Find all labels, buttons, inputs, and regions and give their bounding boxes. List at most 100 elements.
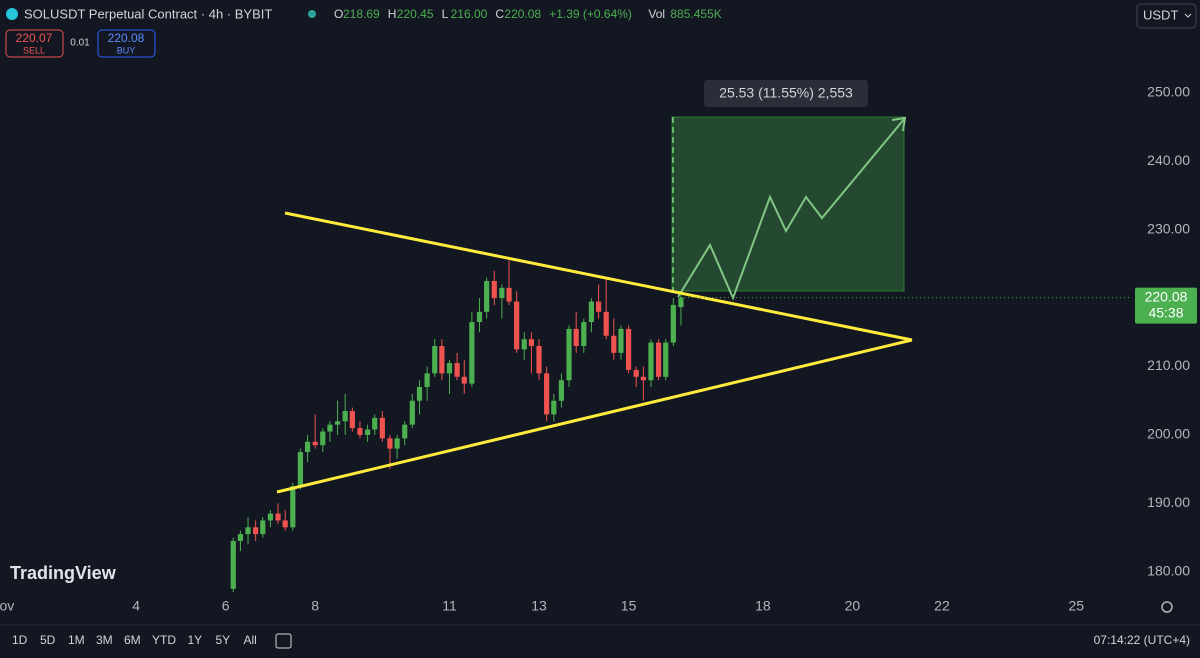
candle-body: [312, 441, 318, 446]
candle-body: [611, 335, 617, 353]
x-tick-label: 20: [845, 598, 861, 614]
chevron: [1184, 13, 1192, 18]
ohlc-key: O: [334, 7, 343, 21]
sell-label: SELL: [23, 45, 45, 55]
candle-body: [655, 342, 662, 377]
annotation-box: [704, 80, 868, 107]
ohlc-value: 216.00: [451, 7, 488, 21]
candle-body: [551, 400, 557, 415]
buy-price: 220.08: [108, 31, 145, 45]
candle-body: [267, 513, 274, 521]
candle-body: [566, 328, 572, 381]
candle-body: [536, 346, 542, 374]
candle-body: [394, 438, 400, 449]
candle-body: [484, 281, 490, 312]
candle-body: [245, 527, 251, 535]
range-button[interactable]: 5Y: [216, 633, 231, 647]
candle-body: [476, 311, 483, 323]
ohlc-key: L: [442, 7, 449, 21]
settings-icon[interactable]: [1161, 601, 1173, 613]
candle-body: [618, 328, 624, 353]
annotation: 25.53 (11.55%) 2,553: [719, 85, 853, 101]
axes: 180.00190.00200.00210.00220.00230.00240.…: [0, 84, 1197, 614]
candle-body: [491, 281, 497, 299]
x-tick-label: 11: [442, 598, 457, 614]
candle-body: [625, 328, 632, 370]
y-tick-label: 240.00: [1147, 152, 1190, 168]
candle-body: [290, 486, 296, 528]
volume: 885.455K: [670, 7, 721, 21]
candle-body: [633, 369, 639, 377]
buy-button[interactable]: [97, 29, 156, 58]
candle-body: [282, 520, 288, 528]
candle-body: [439, 346, 445, 374]
status-dot: [308, 10, 316, 18]
volume-key: Vol: [648, 7, 665, 21]
candles: [230, 260, 684, 593]
candle-body: [364, 429, 371, 435]
symbol-icon: [6, 8, 18, 20]
sell-button[interactable]: [5, 29, 64, 58]
x-tick-label: 13: [531, 598, 547, 614]
candle-body: [514, 301, 520, 350]
range-button[interactable]: All: [244, 633, 257, 647]
candle-body: [424, 373, 430, 388]
candle-body: [528, 339, 535, 347]
x-tick-label: 18: [755, 598, 771, 614]
candle-body: [469, 322, 475, 384]
candle-body: [581, 322, 587, 347]
candle-body: [521, 339, 527, 350]
x-tick-label: 15: [621, 598, 637, 614]
candle-body: [595, 301, 602, 312]
range-button[interactable]: 5D: [40, 633, 56, 647]
candle-body: [320, 431, 326, 446]
y-tick-label: 210.00: [1147, 357, 1190, 373]
range-button[interactable]: 3M: [96, 633, 113, 647]
date-range-icon[interactable]: [275, 633, 292, 649]
candle-body: [670, 304, 676, 343]
candle-body: [416, 387, 423, 401]
symbol-title[interactable]: SOLUSDT Perpetual Contract · 4h · BYBIT: [24, 6, 272, 21]
x-tick-label: Nov: [0, 598, 14, 614]
candle-body: [506, 287, 512, 302]
y-tick-label: 200.00: [1147, 426, 1190, 442]
candle-body: [461, 376, 467, 384]
currency-select[interactable]: [1136, 3, 1197, 29]
candle-body: [603, 311, 609, 336]
toolbar: 1D 5D 1M 3M 6M YTD 1Y 5Y All: [12, 633, 257, 647]
candle-body: [379, 417, 385, 439]
ohlc-value: 218.69: [343, 7, 380, 21]
x-tick-label: 25: [1068, 598, 1084, 614]
change: +1.39 (+0.64%): [549, 7, 632, 21]
ohlc-key: H: [388, 7, 397, 21]
candle-body: [357, 428, 363, 435]
candle-body: [558, 380, 565, 401]
spread: 0.01: [70, 38, 90, 49]
candle-body: [387, 438, 393, 449]
sell-price: 220.07: [16, 31, 53, 45]
buy-label: BUY: [117, 45, 136, 55]
ohlc-value: 220.08: [504, 7, 541, 21]
ohlc-legend: O 218.69 H 220.45 L 216.00 C 220.08 +1.39 (+0.64…: [334, 7, 722, 21]
x-tick-label: 4: [132, 598, 140, 614]
candle-body: [297, 452, 304, 487]
range-button[interactable]: 1Y: [188, 633, 203, 647]
candle-body: [349, 410, 355, 429]
projection-path: [677, 117, 906, 301]
clock: 07:14:22 (UTC+4): [1094, 633, 1190, 647]
range-button[interactable]: 1D: [12, 633, 28, 647]
candle-body: [499, 287, 505, 299]
target-box: [671, 116, 905, 292]
ohlc-key: C: [495, 7, 504, 21]
range-button[interactable]: YTD: [152, 633, 176, 647]
candle-body: [260, 520, 266, 535]
candle-body: [663, 342, 669, 377]
y-tick-label: 250.00: [1147, 84, 1190, 100]
currency: USDT: [1143, 7, 1178, 22]
range-button[interactable]: 6M: [124, 633, 141, 647]
y-tick-label: 180.00: [1147, 562, 1190, 578]
range-button[interactable]: 1M: [68, 633, 85, 647]
x-tick-label: 22: [934, 598, 950, 614]
last-price: 220.08: [1145, 288, 1188, 304]
